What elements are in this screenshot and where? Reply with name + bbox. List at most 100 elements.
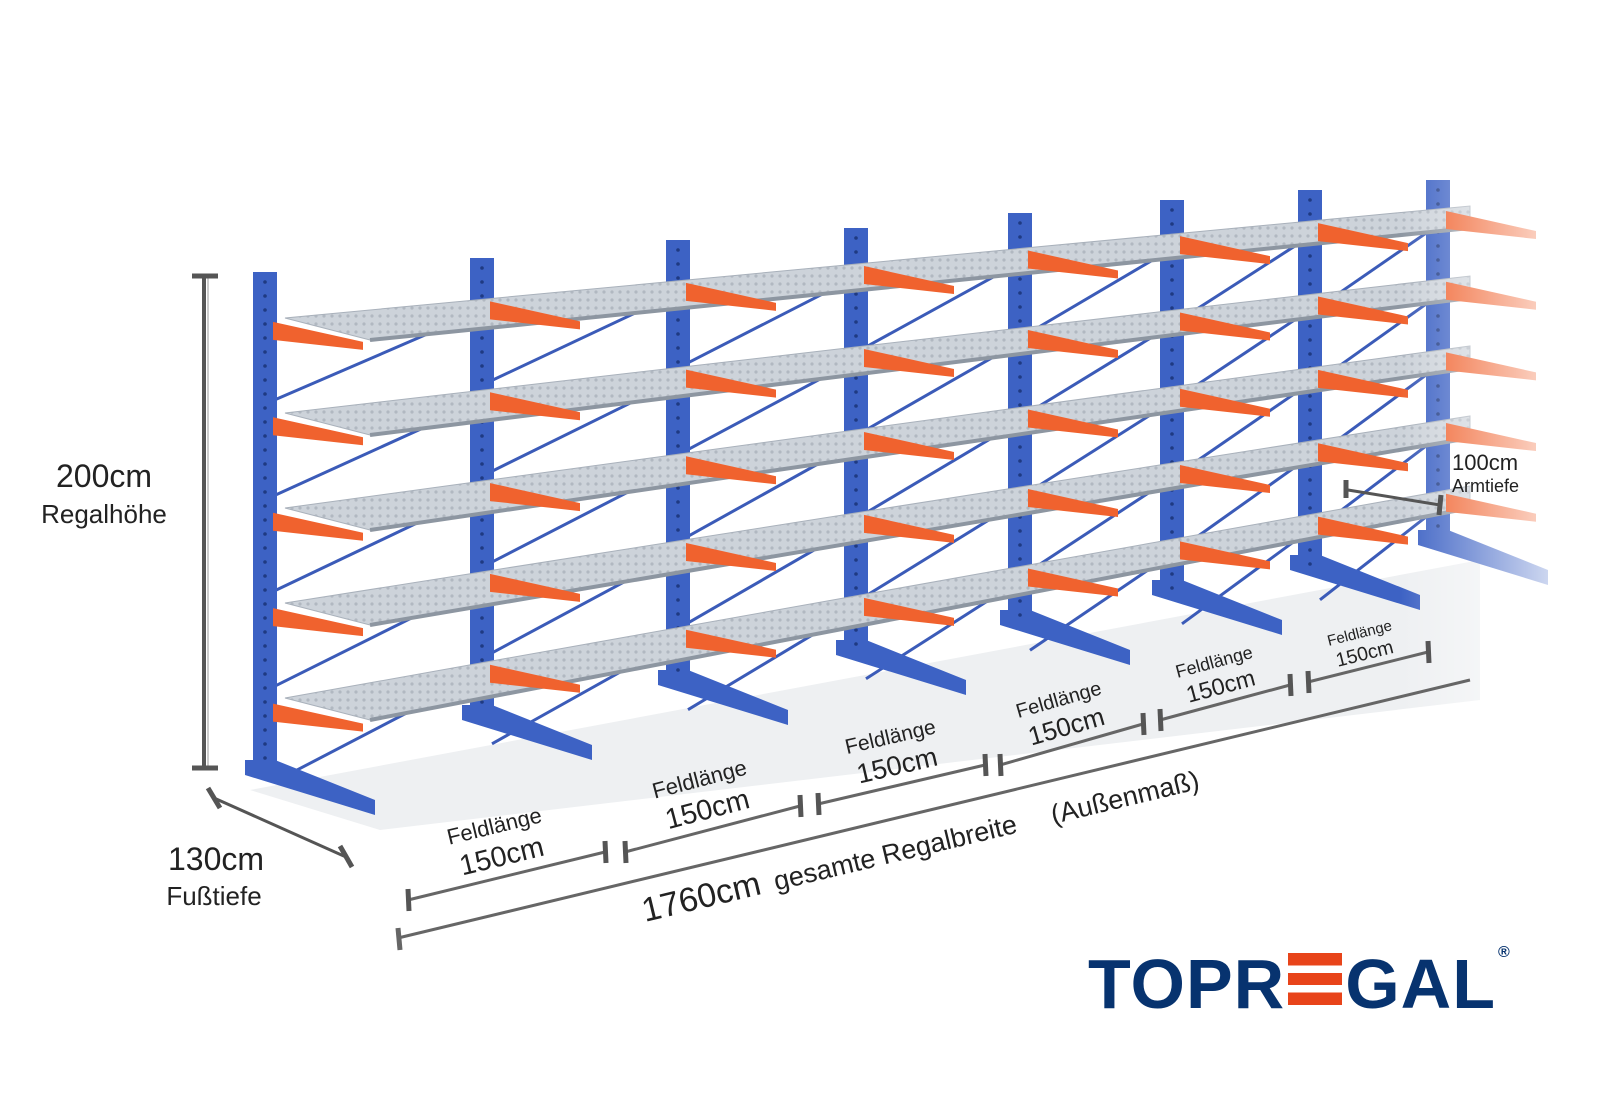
- arm-depth-value: 100cm: [1452, 450, 1518, 475]
- upright-hole: [1018, 319, 1022, 323]
- upright-hole: [480, 266, 484, 270]
- upright-base: [1290, 555, 1420, 610]
- upright-hole: [676, 584, 680, 588]
- upright-hole: [263, 294, 267, 298]
- upright-hole: [676, 598, 680, 602]
- upright-base: [245, 760, 375, 815]
- upright-hole: [1170, 292, 1174, 296]
- diagonal-brace: [1181, 308, 1311, 397]
- upright-base: [1000, 610, 1130, 665]
- cantilever-arm: [1180, 312, 1270, 341]
- cantilever-arm: [1180, 236, 1270, 265]
- bay-dimension-tick: [797, 794, 804, 818]
- upright-hole: [1018, 473, 1022, 477]
- upright-hole: [263, 658, 267, 662]
- bay-dimension-tick: [1157, 708, 1164, 732]
- cantilever-arm: [864, 266, 954, 295]
- cantilever-arm: [864, 597, 954, 626]
- upright-hole: [1308, 352, 1312, 356]
- upright-hole: [480, 546, 484, 550]
- foot-depth-value: 130cm: [168, 841, 264, 877]
- upright-hole: [263, 644, 267, 648]
- bay-dimension-line: [999, 722, 1144, 767]
- upright-hole: [1018, 543, 1022, 547]
- upright-hole: [1170, 208, 1174, 212]
- upright-hole: [263, 574, 267, 578]
- upright-hole: [1170, 502, 1174, 506]
- upright-hole: [854, 572, 858, 576]
- upright-hole: [1018, 403, 1022, 407]
- upright-hole: [1170, 264, 1174, 268]
- upright-hole: [1308, 198, 1312, 202]
- upright-hole: [854, 236, 858, 240]
- upright-hole: [263, 280, 267, 284]
- upright-hole: [263, 616, 267, 620]
- upright-hole: [1170, 572, 1174, 576]
- upright-hole: [480, 448, 484, 452]
- upright-hole: [1308, 422, 1312, 426]
- bay-dimension-line: [817, 763, 986, 806]
- diagonal-brace: [1181, 381, 1311, 473]
- upright-hole: [263, 322, 267, 326]
- bay-dimension-tick: [997, 753, 1004, 777]
- upright-hole: [480, 364, 484, 368]
- bay-dimension-tick: [1425, 640, 1432, 664]
- upright-hole: [1018, 459, 1022, 463]
- upright-hole: [480, 700, 484, 704]
- cantilever-arm: [1028, 409, 1118, 438]
- upright-hole: [1308, 282, 1312, 286]
- upright-hole: [676, 402, 680, 406]
- upright-hole: [480, 630, 484, 634]
- upright-hole: [1170, 418, 1174, 422]
- upright-hole: [1308, 436, 1312, 440]
- upright-hole: [676, 276, 680, 280]
- upright-hole: [1308, 506, 1312, 510]
- cantilever-arm: [490, 664, 580, 693]
- foot-depth-label: Fußtiefe: [166, 881, 261, 911]
- arm-depth-label: Armtiefe: [1452, 476, 1519, 496]
- upright-hole: [854, 418, 858, 422]
- bay-dimension-tick: [602, 840, 609, 864]
- cantilever-arm: [1318, 369, 1408, 398]
- upright-hole: [1170, 516, 1174, 520]
- bay-dimension-tick: [1305, 670, 1312, 694]
- upright-hole: [676, 416, 680, 420]
- upright-hole: [263, 672, 267, 676]
- bay-dimension-tick: [405, 888, 412, 912]
- cantilever-arm: [1180, 388, 1270, 417]
- upright-hole: [263, 630, 267, 634]
- upright-hole: [854, 404, 858, 408]
- upright-hole: [854, 586, 858, 590]
- diagonal-brace: [1181, 455, 1311, 549]
- upright-hole: [1018, 389, 1022, 393]
- cantilever-arm: [273, 512, 363, 541]
- bay-dimension-tick: [1287, 673, 1294, 697]
- cantilever-arm: [686, 282, 776, 311]
- upright-hole: [263, 560, 267, 564]
- upright-hole: [1170, 362, 1174, 366]
- upright-hole: [1308, 212, 1312, 216]
- upright-hole: [263, 756, 267, 760]
- height-value: 200cm: [56, 458, 152, 494]
- cantilever-arm: [864, 514, 954, 543]
- upright-hole: [854, 320, 858, 324]
- upright-hole: [480, 532, 484, 536]
- upright-hole: [1018, 221, 1022, 225]
- upright-hole: [676, 612, 680, 616]
- upright-hole: [676, 346, 680, 350]
- upright-hole: [676, 360, 680, 364]
- upright-hole: [1308, 254, 1312, 258]
- upright-hole: [263, 434, 267, 438]
- upright-hole: [263, 364, 267, 368]
- upright-hole: [1308, 408, 1312, 412]
- upright-hole: [1170, 586, 1174, 590]
- registered-mark: ®: [1497, 944, 1511, 961]
- cantilever-arm: [1318, 296, 1408, 325]
- upright-hole: [480, 462, 484, 466]
- upright-hole: [263, 336, 267, 340]
- upright-hole: [480, 616, 484, 620]
- upright-hole: [1170, 376, 1174, 380]
- cantilever-arm: [1180, 541, 1270, 570]
- bay-dimension-tick: [982, 753, 989, 777]
- total-width-text: gesamte Regalbreite: [771, 809, 1020, 896]
